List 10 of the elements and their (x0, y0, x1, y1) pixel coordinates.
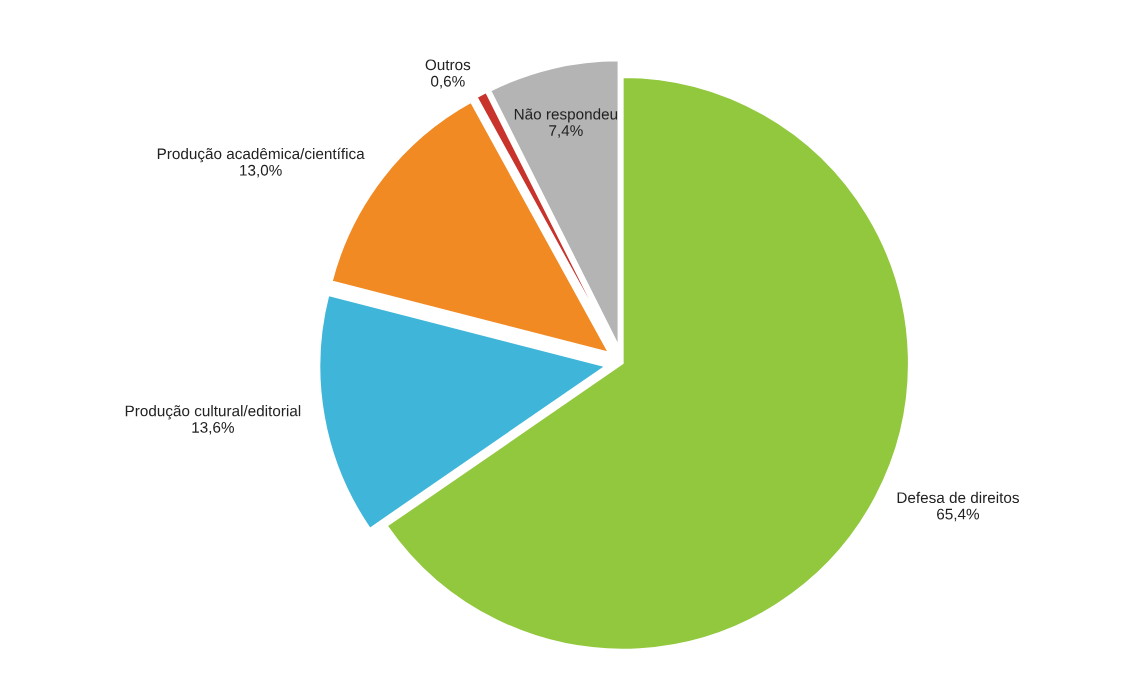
data-label: 13,6% (192, 422, 234, 435)
data-label: 65,4% (937, 508, 980, 522)
data-label: 13,0% (240, 164, 282, 178)
slice-label: Defesa de direitos (897, 491, 1019, 504)
slice-label: Produção cultural/editorial (125, 405, 301, 420)
data-label: 7,4% (549, 125, 583, 138)
slice-label: Produção acadêmica/científica (157, 147, 365, 163)
slice-label: Não respondeu (514, 108, 618, 123)
slice-label: Outros (425, 59, 471, 71)
data-label: 0,6% (431, 75, 465, 89)
